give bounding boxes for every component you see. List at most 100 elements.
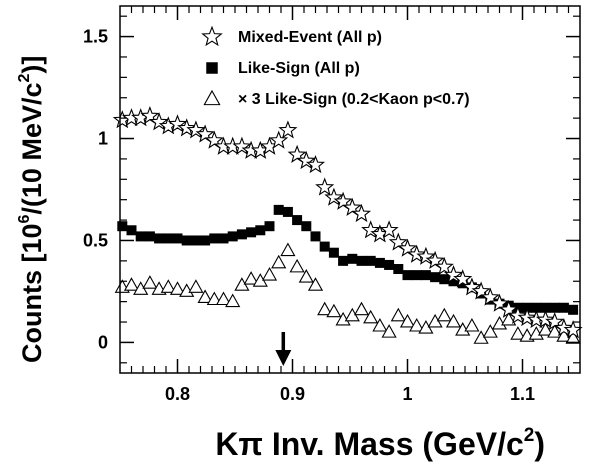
data-point	[142, 275, 158, 289]
data-point	[310, 231, 321, 242]
data-point	[409, 317, 425, 332]
data-point	[204, 130, 224, 149]
data-point	[181, 235, 192, 246]
data-point	[547, 324, 563, 338]
data-point	[282, 206, 293, 217]
data-point	[448, 276, 459, 287]
data-point	[510, 326, 526, 340]
legend-marker	[206, 62, 218, 74]
data-point	[324, 187, 344, 206]
data-point	[402, 270, 413, 281]
data-point	[195, 124, 215, 143]
x-tick-label: 0.8	[165, 384, 190, 404]
data-point	[218, 233, 229, 244]
data-point	[563, 320, 583, 339]
data-point	[388, 232, 408, 251]
data-point	[445, 313, 462, 328]
data-point	[278, 120, 298, 139]
data-point	[540, 302, 551, 313]
data-point	[227, 231, 238, 242]
data-point	[255, 225, 266, 236]
data-point	[243, 271, 259, 285]
data-point	[167, 114, 188, 133]
data-point	[197, 289, 213, 304]
x-axis-title: Kπ Inv. Mass (GeV/c2)	[215, 425, 545, 462]
data-point	[372, 317, 388, 332]
data-point	[319, 241, 330, 252]
legend-entry: Like-Sign (All p)	[206, 60, 360, 77]
data-point	[315, 177, 335, 196]
legend-entry: Mixed-Event (All p)	[201, 25, 382, 47]
data-point	[144, 231, 155, 242]
data-point	[565, 330, 581, 344]
data-point	[338, 255, 349, 266]
data-point	[117, 221, 128, 232]
data-point	[416, 246, 436, 265]
data-point	[374, 257, 385, 268]
data-point	[397, 238, 418, 257]
data-point	[149, 112, 169, 131]
data-point	[436, 307, 452, 322]
data-point	[482, 324, 498, 338]
data-point	[333, 191, 353, 210]
data-point	[549, 302, 560, 313]
legend-label: Like-Sign (All p)	[238, 60, 360, 77]
y-tick-label: 0.5	[83, 230, 108, 250]
series-1	[117, 204, 579, 315]
data-point	[361, 220, 381, 239]
series-2	[114, 242, 581, 344]
data-point	[453, 269, 473, 288]
data-point	[399, 313, 416, 328]
data-point	[531, 302, 542, 313]
data-point	[420, 270, 431, 281]
y-axis-title: Counts [106/(10 MeV/c2)]	[16, 56, 47, 363]
data-point	[273, 204, 284, 215]
data-point	[522, 302, 533, 313]
data-point	[232, 136, 252, 155]
data-point	[296, 150, 316, 170]
data-point	[363, 309, 379, 324]
data-point	[326, 303, 342, 318]
data-point	[501, 311, 517, 326]
x-axis-title-main: Kπ Inv. Mass (GeV/c	[215, 426, 523, 462]
y-axis-title-end: )]	[17, 56, 47, 74]
data-point	[160, 279, 176, 293]
data-point	[434, 256, 454, 276]
data-point	[269, 130, 289, 149]
data-point	[545, 311, 565, 331]
data-point	[200, 235, 211, 246]
data-point	[390, 307, 406, 322]
data-point	[271, 254, 287, 269]
data-point	[356, 255, 367, 266]
data-point	[123, 277, 140, 291]
x-axis-title-end: )	[534, 426, 545, 462]
data-point	[292, 215, 303, 226]
y-tick-label: 1.5	[83, 27, 108, 47]
data-point	[351, 203, 372, 223]
data-point	[393, 264, 404, 275]
y-tick-label: 1	[98, 129, 108, 149]
y-axis-title-sup1: 6	[16, 214, 33, 223]
data-point	[353, 301, 370, 316]
data-point	[411, 270, 422, 281]
data-point	[215, 291, 232, 306]
data-point	[163, 233, 174, 244]
data-point	[439, 274, 450, 285]
legend-label: Mixed-Event (All p)	[238, 29, 382, 46]
legend-marker	[201, 25, 223, 47]
y-tick-label: 0	[98, 332, 108, 352]
legend-marker	[203, 89, 221, 106]
data-point	[261, 267, 278, 281]
x-tick-label: 1.1	[510, 384, 535, 404]
arrow-marker	[275, 332, 292, 366]
data-point	[342, 197, 362, 216]
x-axis-title-sup: 2	[524, 425, 535, 446]
data-point	[347, 253, 358, 264]
data-point	[280, 242, 296, 257]
data-point	[537, 322, 554, 336]
data-point	[186, 120, 206, 139]
data-point	[135, 231, 146, 242]
data-point	[264, 221, 275, 232]
data-point	[464, 317, 480, 332]
data-point	[190, 235, 201, 246]
